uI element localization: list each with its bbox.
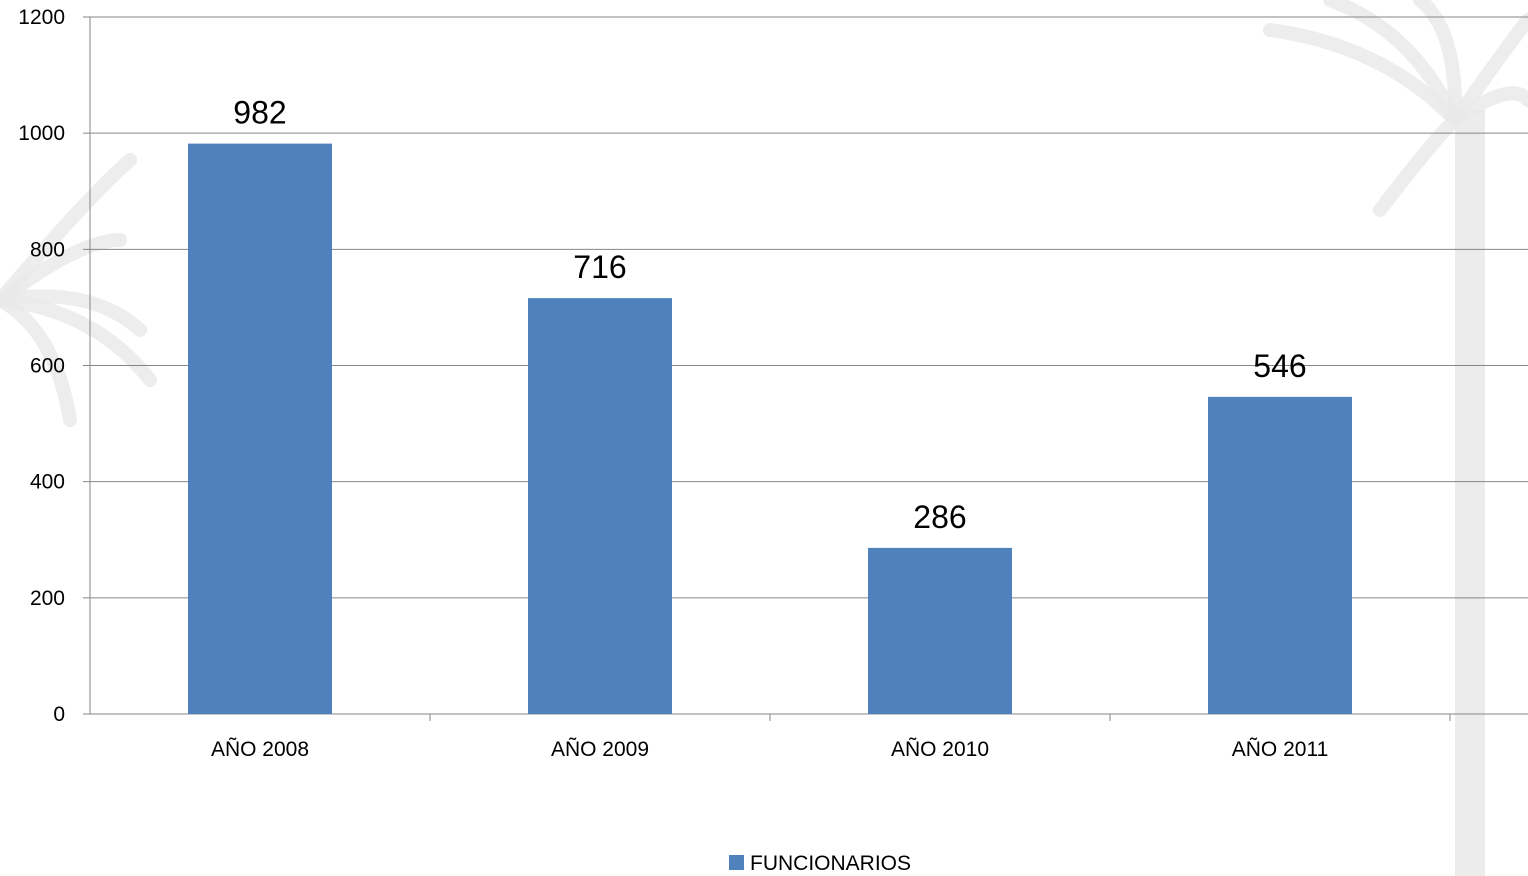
y-tick-label: 0	[53, 703, 65, 726]
bar	[1208, 396, 1352, 714]
palm-frond	[0, 293, 157, 387]
palm-frond	[1413, 0, 1463, 127]
x-axis-category-labels: AÑO 2008 AÑO 2009 AÑO 2010 AÑO 2011	[211, 737, 1328, 761]
bar	[528, 298, 672, 714]
bar	[188, 143, 332, 714]
x-category-label: AÑO 2009	[551, 737, 649, 761]
y-tick-label: 1200	[18, 6, 65, 29]
data-labels: 982 716 286 546	[233, 95, 1306, 535]
data-label: 982	[233, 95, 286, 131]
y-tick-label: 200	[30, 587, 65, 610]
y-tick-label: 800	[30, 238, 65, 261]
data-label: 286	[913, 499, 966, 535]
legend: FUNCIONARIOS	[729, 852, 911, 875]
y-tick-label: 400	[30, 471, 65, 494]
bars	[188, 143, 1352, 714]
palm-frond	[1373, 113, 1462, 217]
legend-swatch	[729, 855, 744, 870]
palm-frond	[0, 233, 127, 307]
y-tick-label: 1000	[18, 122, 65, 145]
x-category-label: AÑO 2011	[1232, 737, 1329, 761]
palm-frond	[0, 153, 137, 307]
palm-frond	[1263, 23, 1462, 127]
palm-frond	[1323, 0, 1462, 127]
x-category-label: AÑO 2008	[211, 737, 309, 761]
y-axis-tick-labels: 0 200 400 600 800 1000 1200	[18, 6, 65, 726]
palm-trunk	[1455, 110, 1485, 876]
y-tick-label: 600	[30, 355, 65, 378]
data-label: 716	[573, 249, 626, 285]
legend-label: FUNCIONARIOS	[750, 852, 911, 875]
x-category-label: AÑO 2010	[891, 737, 989, 761]
bar	[868, 547, 1012, 714]
palm-frond	[1448, 13, 1528, 127]
data-label: 546	[1253, 348, 1306, 384]
